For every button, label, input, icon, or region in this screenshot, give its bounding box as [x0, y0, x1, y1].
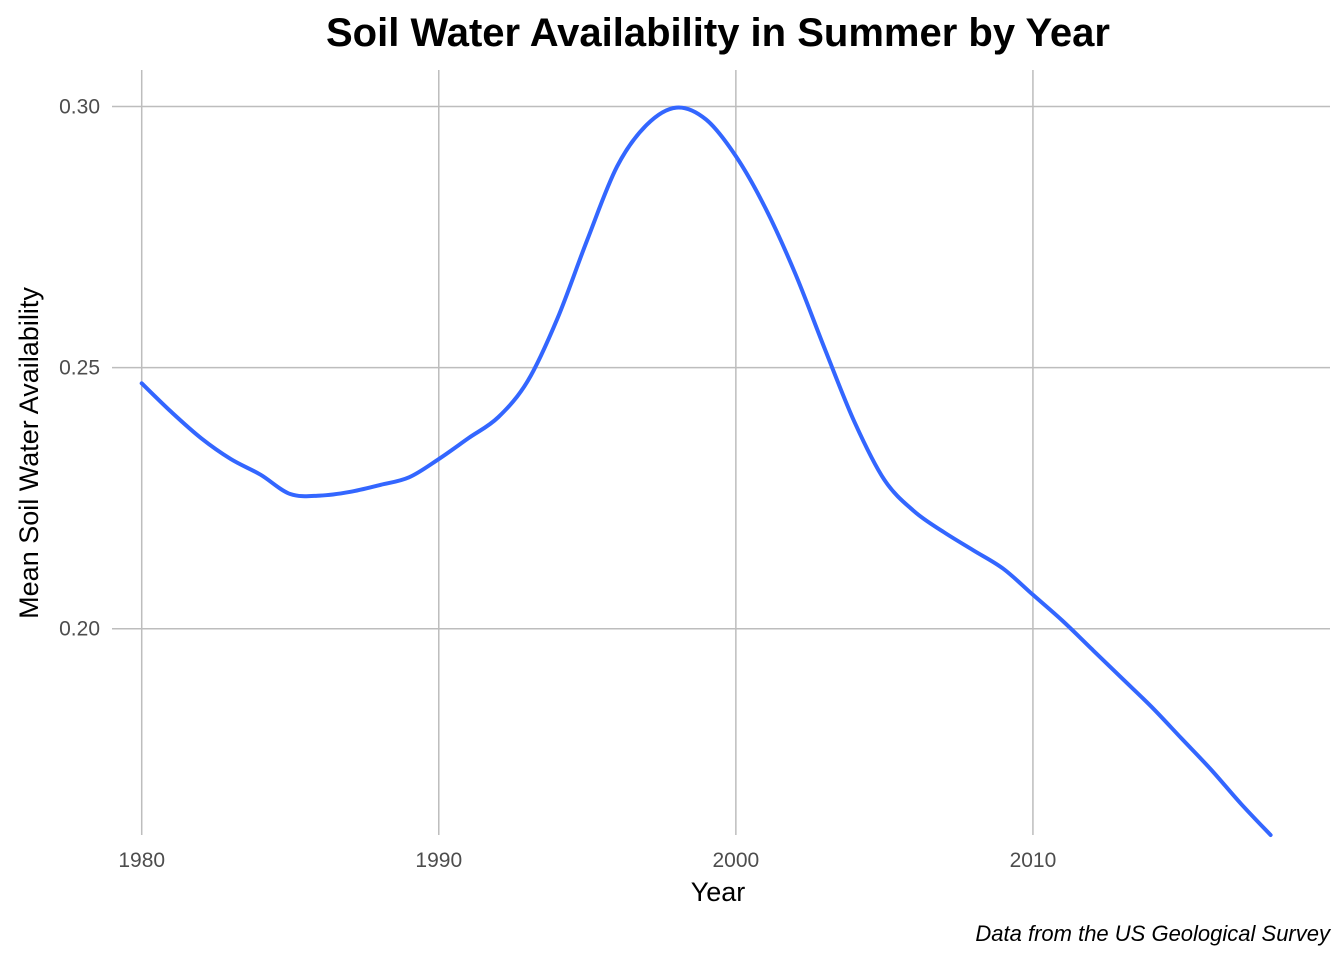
x-tick-label: 2000: [712, 849, 759, 872]
y-tick-labels: 0.20 0.25 0.30: [59, 96, 100, 641]
x-tick-labels: 1980 1990 2000 2010: [118, 849, 1056, 872]
chart-title: Soil Water Availability in Summer by Yea…: [326, 11, 1110, 55]
caption: Data from the US Geological Survey: [975, 921, 1332, 946]
y-tick-label: 0.30: [59, 96, 100, 119]
x-tick-label: 2010: [1010, 849, 1057, 872]
y-tick-label: 0.20: [59, 618, 100, 641]
y-gridlines: [112, 105, 1330, 630]
x-tick-label: 1990: [415, 849, 462, 872]
x-gridlines: [140, 70, 1034, 835]
series-line: [139, 105, 1273, 837]
x-axis-title: Year: [691, 877, 746, 907]
y-tick-label: 0.25: [59, 357, 100, 380]
x-tick-label: 1980: [118, 849, 165, 872]
y-axis-title: Mean Soil Water Availability: [14, 287, 44, 619]
